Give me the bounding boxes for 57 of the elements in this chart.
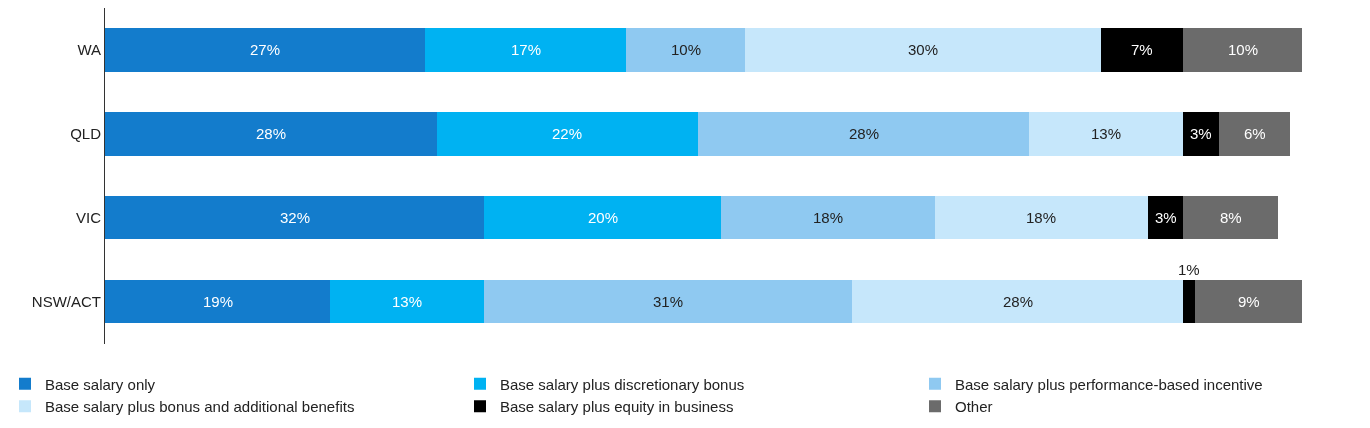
bar — [105, 279, 331, 324]
data-label: 18% — [1026, 209, 1057, 226]
data-label: 19% — [203, 293, 234, 310]
bar — [436, 111, 698, 156]
data-label: 28% — [256, 125, 287, 142]
data-label: 1% — [1178, 261, 1200, 278]
data-label: 30% — [908, 41, 939, 58]
legend-label: Other — [955, 398, 993, 416]
bar — [484, 279, 852, 324]
data-label: 32% — [280, 209, 311, 226]
data-label: 22% — [552, 125, 583, 142]
bar — [851, 279, 1184, 324]
data-label: 7% — [1131, 41, 1153, 58]
legend-label: Base salary plus discretionary bonus — [500, 375, 745, 393]
legend-label: Base salary plus equity in business — [500, 398, 734, 416]
legend-label: Base salary only — [45, 375, 156, 393]
bar — [1029, 111, 1184, 156]
bar — [626, 28, 745, 72]
bar — [721, 195, 935, 240]
data-label: 10% — [1228, 41, 1259, 58]
bar — [1183, 195, 1279, 240]
y-tick-label: VIC — [75, 208, 102, 226]
data-label: 18% — [813, 209, 844, 226]
bar — [1219, 111, 1291, 156]
data-label: 17% — [511, 41, 542, 58]
data-label: 9% — [1238, 293, 1260, 310]
bar — [934, 195, 1148, 240]
bar — [105, 195, 485, 240]
data-label: 6% — [1244, 125, 1266, 142]
data-label: 20% — [588, 209, 619, 226]
data-label: 13% — [392, 293, 423, 310]
bar — [1195, 279, 1302, 324]
bar — [744, 28, 1101, 72]
data-label: 28% — [849, 125, 880, 142]
bar — [105, 28, 425, 72]
data-label: 27% — [250, 41, 281, 58]
y-tick-label: QLD — [70, 125, 102, 143]
legend-label: Base salary plus bonus and additional benefits — [45, 398, 355, 416]
y-tick-label: NSW/ACT — [31, 292, 101, 310]
data-label: 8% — [1220, 209, 1242, 226]
bar — [697, 111, 1030, 156]
bar — [105, 111, 437, 156]
bar — [424, 28, 627, 72]
data-label: 13% — [1091, 125, 1122, 142]
y-tick-label: WA — [77, 41, 101, 59]
bar — [1183, 279, 1196, 324]
legend-label: Base salary plus performance-based incentive — [955, 375, 1263, 393]
bar — [484, 195, 722, 240]
data-label: 3% — [1190, 125, 1212, 142]
data-label: 28% — [1003, 293, 1034, 310]
bar — [1183, 28, 1302, 72]
data-label: 31% — [653, 293, 684, 310]
bar — [1183, 111, 1220, 156]
bar — [330, 279, 485, 324]
bar — [1100, 28, 1184, 72]
data-label: 10% — [671, 41, 702, 58]
data-label: 3% — [1155, 209, 1177, 226]
